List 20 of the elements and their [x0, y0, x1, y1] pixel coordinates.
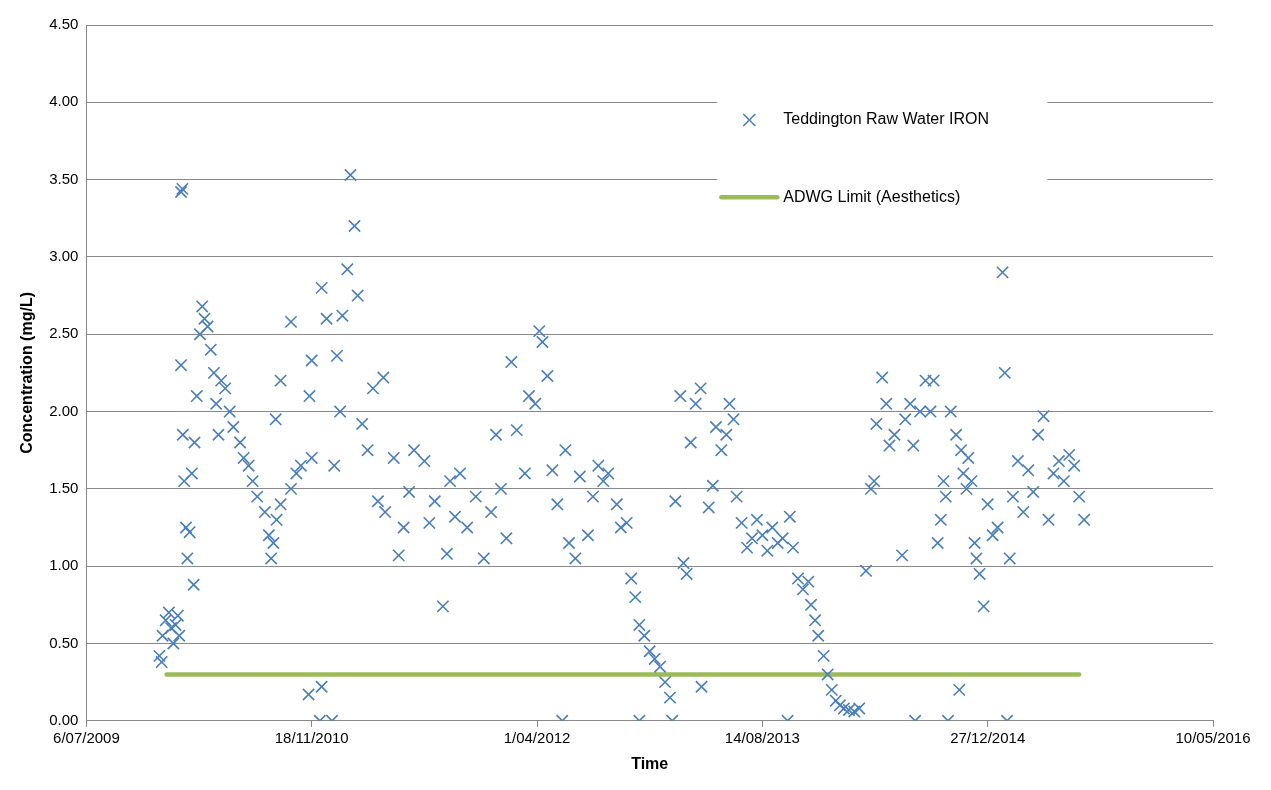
y-tick-label: 3.00 [49, 247, 79, 265]
y-tick-label: 0.50 [49, 633, 79, 651]
y-tick-label: 1.50 [49, 479, 79, 497]
y-axis-title: Concentration (mg/L) [18, 292, 36, 454]
y-tick-label: 1.00 [49, 556, 79, 574]
y-tick-label: 3.50 [49, 169, 79, 187]
x-tick-label: 1/04/2012 [503, 728, 571, 746]
x-tick-label: 18/11/2010 [274, 728, 349, 746]
x-axis-title: Time [631, 754, 669, 772]
y-tick-label: 0.00 [49, 710, 79, 728]
x-tick-label: 10/05/2016 [1175, 728, 1251, 746]
x-tick-label: 14/08/2013 [724, 728, 800, 746]
x-tick-label: 27/12/2014 [950, 728, 1026, 746]
y-tick-label: 4.50 [49, 15, 79, 33]
y-tick-label: 2.00 [49, 401, 79, 419]
legend-label: Teddington Raw Water IRON [783, 110, 990, 128]
y-tick-label: 4.00 [49, 92, 79, 110]
x-tick-label: 6/07/2009 [53, 728, 120, 746]
y-tick-label: 2.50 [49, 324, 79, 342]
legend-label: ADWG Limit (Aesthetics) [783, 187, 961, 205]
